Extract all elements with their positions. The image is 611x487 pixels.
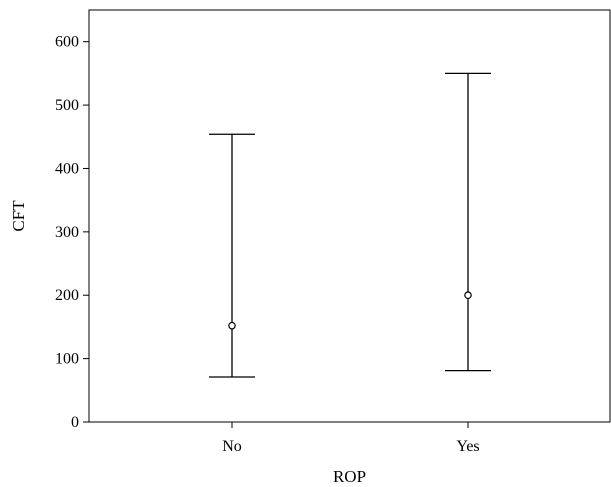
y-tick-label: 100 (55, 351, 79, 368)
error-bars (209, 72, 491, 378)
y-tick-label: 500 (55, 97, 79, 114)
data-point (228, 321, 236, 330)
x-axis-title: ROP (333, 467, 366, 486)
plot-area (88, 9, 611, 423)
y-axis-title: CFT (9, 200, 28, 232)
y-axis: 0 100 200 300 400 500 600 (55, 34, 89, 431)
y-tick-label: 600 (55, 34, 79, 51)
plot-frame (88, 9, 611, 423)
data-point (464, 291, 472, 300)
y-tick-label: 400 (55, 160, 79, 177)
x-tick-label: Yes (456, 438, 479, 455)
y-tick-label: 200 (55, 287, 79, 304)
y-tick-label: 0 (71, 414, 79, 431)
x-tick-label: No (222, 438, 242, 455)
x-axis: No Yes (222, 422, 480, 455)
y-tick-label: 300 (55, 224, 79, 241)
